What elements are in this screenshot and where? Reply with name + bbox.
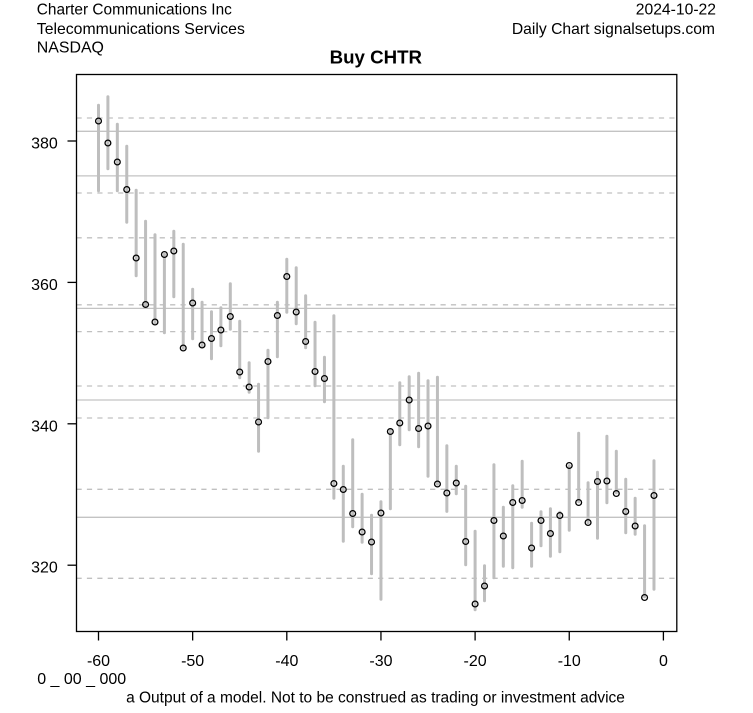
svg-text:2024-10-22: 2024-10-22 [636,2,716,19]
svg-text:NASDAQ: NASDAQ [37,40,104,57]
svg-text:Telecommunications Services: Telecommunications Services [37,21,245,38]
svg-text:Charter Communications Inc: Charter Communications Inc [37,2,232,19]
svg-text:Buy CHTR: Buy CHTR [330,46,423,67]
svg-text:380: 380 [31,136,58,153]
svg-text:-30: -30 [369,653,392,670]
svg-text:0: 0 [659,653,668,670]
svg-text:a Output of a model. Not to be: a Output of a model. Not to be construed… [126,690,625,707]
svg-text:340: 340 [31,418,58,435]
svg-text:320: 320 [31,560,58,577]
svg-text:-60: -60 [87,653,110,670]
svg-text:-50: -50 [181,653,204,670]
svg-text:0 _ 00 _ 000: 0 _ 00 _ 000 [37,671,126,688]
svg-text:-40: -40 [275,653,298,670]
svg-text:-20: -20 [464,653,487,670]
svg-text:Daily Chart signalsetups.com: Daily Chart signalsetups.com [512,21,715,38]
svg-text:-10: -10 [558,653,581,670]
svg-text:360: 360 [31,277,58,294]
